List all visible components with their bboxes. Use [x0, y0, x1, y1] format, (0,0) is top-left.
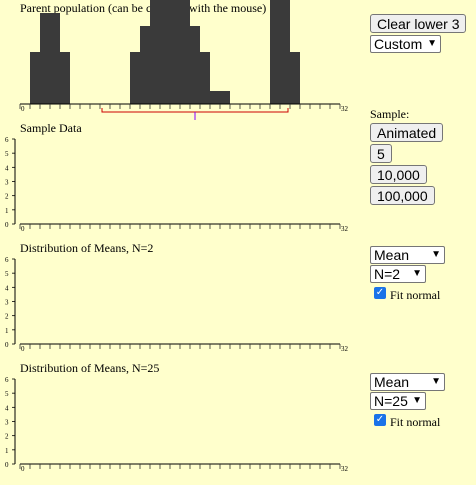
means25-n-value: N=25: [374, 393, 408, 409]
means25-stat-select[interactable]: Mean ▼: [370, 373, 445, 391]
means2-y-tick-label: 0: [5, 341, 9, 349]
check-icon: ✓: [376, 287, 384, 298]
means25-y-tick-label: 0: [5, 461, 9, 469]
means2-y-tick-label: 4: [5, 284, 9, 292]
means2-stat-value: Mean: [374, 247, 409, 263]
means25-y-tick-label: 1: [5, 447, 9, 455]
parent-bar: [130, 52, 140, 104]
means2-n-value: N=2: [374, 266, 400, 282]
parent-bar: [40, 13, 50, 104]
parent-bar: [30, 52, 40, 104]
chevron-down-icon: ▼: [412, 393, 422, 409]
sample-y-tick-label: 4: [5, 164, 9, 172]
distribution-select[interactable]: Custom ▼: [370, 35, 441, 53]
sample-10000-button[interactable]: 10,000: [370, 165, 427, 184]
sample-label: Sample:: [370, 107, 409, 122]
means25-y-tick-label: 3: [5, 419, 9, 427]
means2-y-tick-label: 1: [5, 327, 9, 335]
parent-bar: [290, 52, 300, 104]
means25-y-tick-label: 4: [5, 404, 9, 412]
chevron-down-icon: ▼: [431, 247, 441, 263]
sample-y-tick-label: 0: [5, 221, 9, 229]
sample-y-tick-label: 2: [5, 193, 9, 201]
parent-bar: [140, 26, 150, 104]
means2-y-tick-label: 3: [5, 299, 9, 307]
parent-bar: [160, 0, 170, 104]
sample-100000-button[interactable]: 100,000: [370, 186, 435, 205]
parent-bar: [220, 91, 230, 104]
parent-bar: [280, 0, 290, 104]
means2-y-tick-label: 5: [5, 270, 9, 278]
chevron-down-icon: ▼: [427, 36, 437, 52]
chevron-down-icon: ▼: [431, 374, 441, 390]
means2-x-min-label: 0: [21, 345, 25, 353]
parent-bar: [270, 0, 280, 104]
parent-x-max-label: 32: [341, 105, 349, 113]
sample-y-tick-label: 1: [5, 207, 9, 215]
means2-fit-checkbox[interactable]: ✓: [374, 287, 386, 299]
sample-y-tick-label: 5: [5, 150, 9, 158]
parent-bar: [190, 26, 200, 104]
means2-stat-select[interactable]: Mean ▼: [370, 246, 445, 264]
distribution-select-value: Custom: [374, 36, 422, 52]
means25-title: Distribution of Means, N=25: [20, 361, 159, 375]
means25-x-min-label: 0: [21, 465, 25, 473]
sample-y-tick-label: 3: [5, 179, 9, 187]
clear-lower-button[interactable]: Clear lower 3: [370, 14, 466, 33]
means2-title: Distribution of Means, N=2: [20, 241, 153, 255]
sample-x-max-label: 32: [341, 225, 349, 233]
parent-bar: [210, 91, 220, 104]
parent-bar: [150, 0, 160, 104]
parent-bar: [200, 52, 210, 104]
check-icon: ✓: [376, 414, 384, 425]
animated-button[interactable]: Animated: [370, 123, 443, 142]
means25-fit-label: Fit normal: [390, 415, 440, 430]
means2-x-max-label: 32: [341, 345, 349, 353]
means25-stat-value: Mean: [374, 374, 409, 390]
sample-x-min-label: 0: [21, 225, 25, 233]
means2-y-tick-label: 6: [5, 256, 9, 264]
parent-bar: [50, 13, 60, 104]
means25-n-select[interactable]: N=25 ▼: [370, 392, 426, 410]
parent-bar: [180, 0, 190, 104]
means25-fit-checkbox[interactable]: ✓: [374, 414, 386, 426]
means2-y-tick-label: 2: [5, 313, 9, 321]
means2-n-select[interactable]: N=2 ▼: [370, 265, 426, 283]
parent-title: Parent population (can be changed with t…: [20, 1, 266, 15]
means25-x-max-label: 32: [341, 465, 349, 473]
means25-y-tick-label: 2: [5, 433, 9, 441]
sample-title: Sample Data: [20, 121, 82, 135]
means25-y-tick-label: 6: [5, 376, 9, 384]
sample-y-tick-label: 6: [5, 136, 9, 144]
parent-bar: [60, 52, 70, 104]
sample-5-button[interactable]: 5: [370, 144, 392, 163]
parent-x-min-label: 0: [21, 105, 25, 113]
means25-y-tick-label: 5: [5, 390, 9, 398]
chevron-down-icon: ▼: [412, 266, 422, 282]
parent-bar: [170, 0, 180, 104]
means2-fit-label: Fit normal: [390, 288, 440, 303]
